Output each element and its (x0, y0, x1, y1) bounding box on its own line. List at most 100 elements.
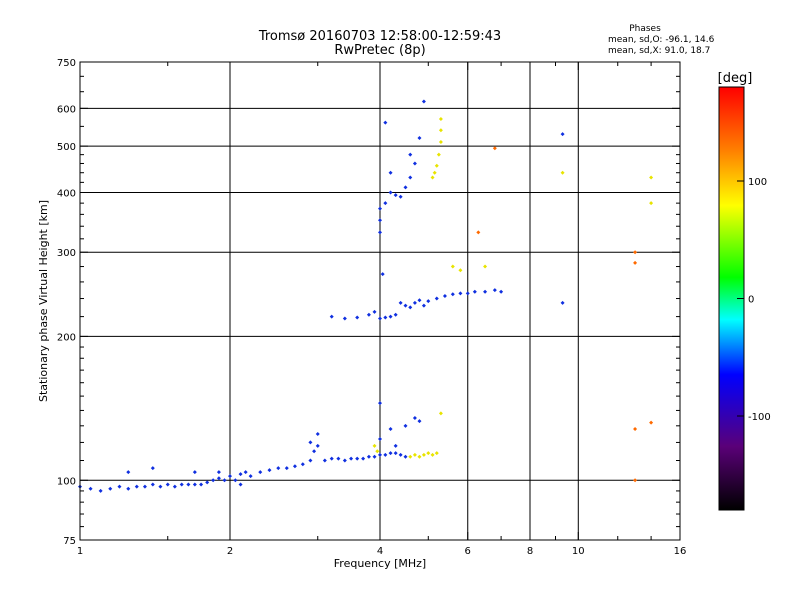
data-point (179, 482, 184, 487)
data-point (434, 163, 439, 168)
data-point (378, 218, 382, 223)
data-point (432, 170, 437, 175)
colorbar-label: [deg] (718, 71, 753, 86)
grid-lines (80, 62, 680, 540)
data-point (560, 300, 565, 305)
data-point (417, 136, 422, 141)
data-point (243, 470, 248, 475)
x-tick-label: 8 (527, 546, 533, 557)
data-point (633, 260, 638, 265)
phase-info-x: mean, sd,X: 91.0, 18.7 (608, 46, 710, 56)
data-point (438, 116, 443, 121)
data-point (308, 458, 313, 463)
y-tick-label: 100 (57, 476, 76, 487)
data-point (233, 478, 238, 483)
data-point (342, 316, 347, 321)
y-tick-label: 600 (57, 104, 76, 115)
data-point (388, 427, 393, 432)
data-point (349, 456, 354, 461)
data-point (560, 170, 565, 175)
data-point (378, 316, 382, 321)
data-point (398, 452, 403, 457)
x-tick-label: 6 (465, 546, 471, 557)
data-point (315, 431, 320, 436)
data-point (412, 161, 417, 166)
data-point (458, 291, 463, 296)
data-point (633, 478, 638, 483)
x-tick-label: 4 (377, 546, 383, 557)
data-point (388, 451, 393, 456)
data-point (430, 175, 435, 180)
data-point (186, 482, 191, 487)
data-point (476, 230, 481, 235)
data-point (430, 452, 435, 457)
data-point (192, 482, 197, 487)
data-points (78, 99, 654, 493)
data-point (388, 170, 393, 175)
data-point (393, 451, 398, 456)
y-tick-label: 400 (57, 188, 76, 199)
data-point (442, 293, 447, 298)
data-point (560, 132, 565, 137)
data-point (378, 436, 382, 441)
data-point (238, 482, 243, 487)
data-point (172, 484, 177, 489)
x-tick-label: 10 (572, 546, 585, 557)
data-point (199, 482, 204, 487)
y-axis-label: Stationary phase Virtual Height [km] (37, 200, 50, 402)
data-point (403, 185, 408, 190)
x-tick-labels: 1 2 4 6 8 10 16 (77, 546, 687, 557)
data-point (378, 452, 382, 457)
data-point (421, 99, 426, 104)
y-tick-label: 500 (57, 142, 76, 153)
data-point (492, 146, 497, 151)
data-point (292, 464, 297, 469)
data-point (398, 194, 403, 199)
data-point (465, 291, 470, 296)
data-point (472, 289, 477, 294)
x-tick-label: 2 (227, 546, 233, 557)
data-point (158, 484, 163, 489)
data-point (393, 193, 398, 198)
data-point (284, 466, 289, 471)
data-point (383, 201, 388, 206)
data-point (375, 449, 380, 454)
y-tick-label: 300 (57, 248, 76, 259)
data-point (383, 452, 388, 457)
data-point (408, 175, 413, 180)
data-point (434, 451, 439, 456)
chart-subtitle: RwPretec (8p) (334, 43, 425, 58)
data-point (126, 470, 131, 475)
data-point (372, 443, 377, 448)
data-point (483, 264, 488, 269)
data-point (434, 296, 439, 301)
data-point (408, 152, 413, 157)
data-point (355, 315, 360, 320)
data-point (393, 443, 398, 448)
data-point (329, 456, 334, 461)
data-point (372, 454, 377, 459)
data-point (192, 470, 197, 475)
data-point (417, 419, 422, 424)
data-point (366, 454, 371, 459)
data-point (417, 298, 422, 303)
data-point (412, 300, 417, 305)
data-point (205, 480, 210, 485)
data-point (438, 128, 443, 133)
phase-info-o: mean, sd,O: -96.1, 14.6 (608, 35, 715, 45)
data-point (421, 452, 426, 457)
data-point (388, 314, 393, 319)
data-point (633, 427, 638, 432)
data-point (378, 401, 382, 406)
data-point (336, 456, 341, 461)
chart-title: Tromsø 20160703 12:58:00-12:59:43 (258, 29, 501, 44)
colorbar-ticks: 100 0 -100 (737, 177, 771, 423)
data-point (649, 175, 654, 180)
data-point (211, 478, 216, 483)
data-point (88, 486, 93, 491)
data-point (150, 482, 155, 487)
data-point (393, 312, 398, 317)
data-point (383, 315, 388, 320)
data-point (483, 289, 488, 294)
data-point (216, 470, 221, 475)
